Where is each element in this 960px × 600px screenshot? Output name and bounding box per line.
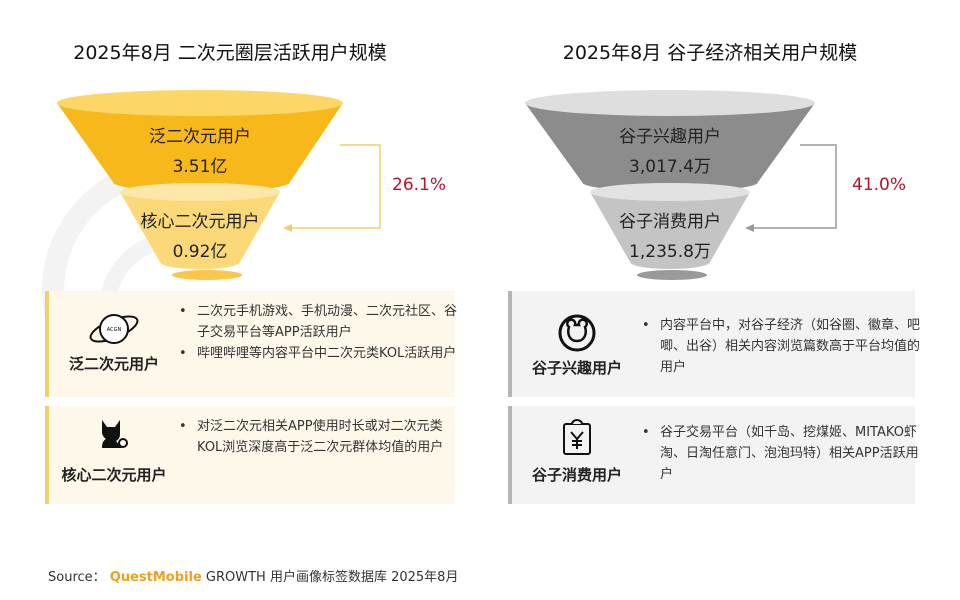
funnel-value: 3,017.4万 — [629, 157, 711, 177]
definition-box: 谷子兴趣用户 内容平台中，对谷子经济（如谷圈、徽章、吧唧、出谷）相关内容浏览篇数… — [508, 291, 920, 397]
funnel-top-rim — [57, 90, 343, 116]
funnel-top-segment — [525, 103, 815, 192]
funnel-bottom-rim — [590, 183, 750, 201]
definition-box: 核心二次元用户 对泛二次元相关APP使用时长或对二次元类KOL浏览深度高于泛二次… — [45, 406, 455, 504]
funnel-value: 1,235.8万 — [629, 242, 711, 262]
funnel-value: 0.92亿 — [172, 242, 228, 262]
conversion-connector — [752, 144, 837, 229]
arrow-left-icon — [745, 224, 754, 232]
cat-icon — [102, 420, 128, 448]
bullet-item: 哔哩哔哩等内容平台中二次元类KOL活跃用户 — [179, 343, 462, 364]
source-prefix: Source： — [48, 570, 106, 585]
box-label: 核心二次元用户 — [61, 466, 167, 484]
funnel-bottom-rim — [120, 183, 280, 201]
planet-acgn-icon: ACGN — [89, 314, 139, 344]
funnel-bottom-segment — [590, 192, 750, 269]
funnel-top-rim — [525, 90, 815, 116]
bullet-item: 二次元手机游戏、手机动漫、二次元社区、谷子交易平台等APP活跃用户 — [179, 301, 462, 343]
bear-face-icon — [558, 314, 596, 352]
conversion-rate: 41.0% — [852, 175, 907, 195]
funnel-label: 谷子兴趣用户 — [619, 127, 721, 147]
box-label: 谷子消费用户 — [531, 466, 622, 484]
funnel-tip — [637, 270, 707, 280]
source-text: GROWTH 用户画像标签数据库 2025年8月 — [205, 570, 459, 585]
brand-name: QuestMobile — [109, 570, 202, 585]
funnel-label: 泛二次元用户 — [149, 127, 251, 147]
box-label: 谷子兴趣用户 — [531, 359, 622, 377]
funnel-top-segment — [57, 103, 343, 193]
right-funnel — [525, 90, 837, 280]
box-label: 泛二次元用户 — [68, 355, 159, 373]
left-funnel — [57, 90, 381, 280]
yen-clipboard-icon — [563, 419, 591, 455]
left-title: 2025年8月 二次元圈层活跃用户规模 — [73, 42, 387, 64]
source-note: Source： QuestMobile GROWTH 用户画像标签数据库 202… — [48, 566, 458, 585]
definition-box: ACGN 泛二次元用户 二次元手机游戏、手机动漫、二次元社区、谷子交易平台等AP… — [45, 291, 457, 397]
funnel-value: 3.51亿 — [172, 157, 228, 177]
right-title: 2025年8月 谷子经济相关用户规模 — [562, 42, 858, 64]
bullet-item: 谷子交易平台（如千岛、挖煤姬、MITAKO虾淘、日淘任意门、泡泡玛特）相关APP… — [642, 422, 925, 485]
definition-box: 谷子消费用户 谷子交易平台（如千岛、挖煤姬、MITAKO虾淘、日淘任意门、泡泡玛… — [508, 406, 919, 504]
funnel-label: 核心二次元用户 — [140, 212, 260, 232]
svg-text:ACGN: ACGN — [107, 327, 122, 333]
funnel-tip — [172, 270, 242, 280]
conversion-rate: 26.1% — [392, 175, 447, 195]
bullet-item: 对泛二次元相关APP使用时长或对二次元类KOL浏览深度高于泛二次元群体均值的用户 — [179, 416, 462, 458]
funnels — [57, 90, 837, 280]
funnel-bottom-segment — [120, 192, 280, 269]
bullet-item: 内容平台中，对谷子经济（如谷圈、徽章、吧唧、出谷）相关内容浏览篇数高于平台均值的… — [642, 315, 925, 378]
arrow-left-icon — [283, 224, 292, 232]
funnel-label: 谷子消费用户 — [619, 212, 721, 232]
conversion-connector — [290, 144, 381, 229]
